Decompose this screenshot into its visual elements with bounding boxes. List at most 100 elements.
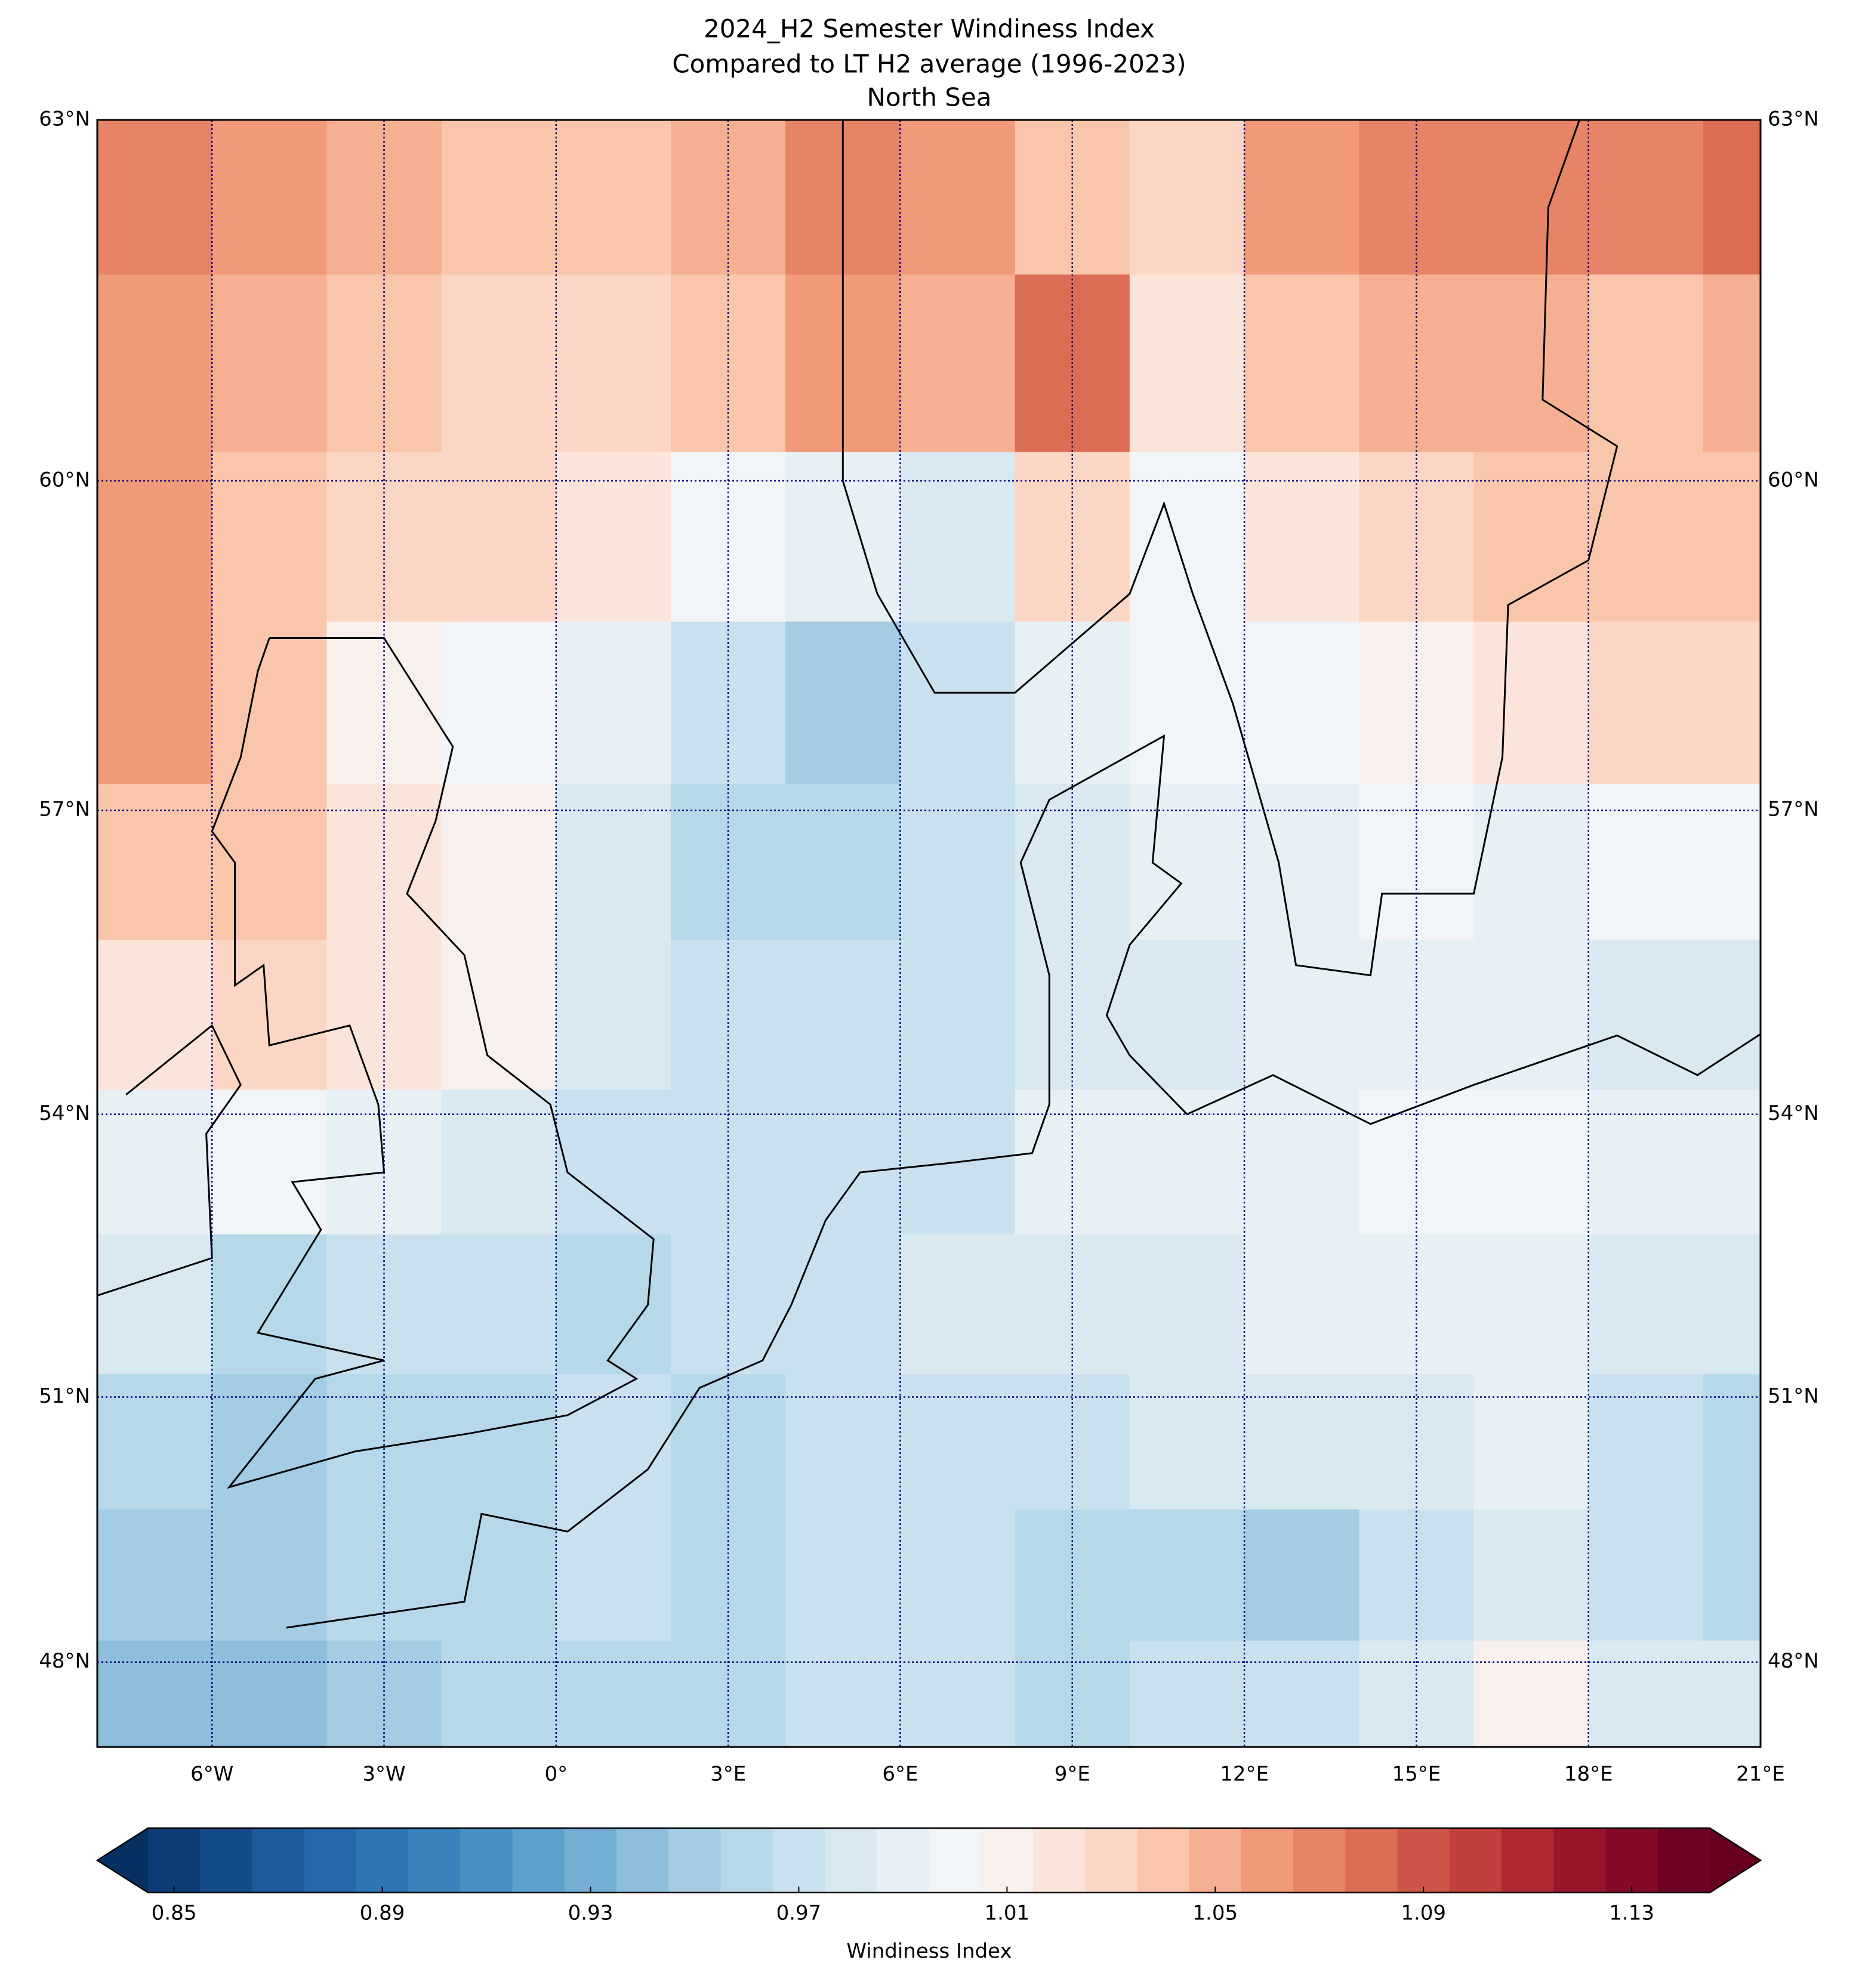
colorbar-swatch bbox=[1032, 1828, 1086, 1893]
lat-label-right: 60°N bbox=[1768, 468, 1819, 492]
field-cell bbox=[1129, 1234, 1245, 1375]
colorbar-swatch bbox=[1397, 1828, 1450, 1893]
field-cell bbox=[1703, 1640, 1761, 1747]
colorbar-swatch bbox=[877, 1828, 930, 1893]
field-cell bbox=[1129, 940, 1245, 1091]
field-cell bbox=[1473, 274, 1589, 453]
field-cell bbox=[441, 1089, 557, 1235]
field-cell bbox=[441, 1509, 557, 1641]
coastline bbox=[97, 1024, 242, 1296]
field-cell bbox=[785, 783, 901, 940]
field-cell bbox=[556, 452, 671, 622]
lat-label-left: 57°N bbox=[39, 798, 90, 822]
field-cell bbox=[1244, 1374, 1360, 1510]
field-cell bbox=[1015, 621, 1130, 785]
field-cell bbox=[1588, 1374, 1704, 1510]
colorbar-swatch bbox=[1241, 1828, 1294, 1893]
field-cell bbox=[1244, 274, 1360, 453]
colorbar-swatch bbox=[1553, 1828, 1607, 1893]
colorbar-tick-label: 1.13 bbox=[1609, 1901, 1654, 1925]
colorbar-swatch bbox=[1345, 1828, 1398, 1893]
field-cell bbox=[556, 120, 671, 275]
field-cell bbox=[785, 621, 901, 785]
field-cell bbox=[1359, 1089, 1475, 1235]
field-cell bbox=[1473, 1509, 1589, 1641]
colorbar-swatch bbox=[668, 1828, 722, 1893]
colorbar-tick-label: 0.85 bbox=[152, 1901, 197, 1925]
coastline bbox=[286, 734, 1761, 1629]
colorbar-swatch bbox=[1189, 1828, 1242, 1893]
field-cell bbox=[441, 621, 557, 785]
lat-label-right: 54°N bbox=[1768, 1101, 1819, 1125]
field-cell bbox=[900, 1509, 1016, 1641]
field-cell bbox=[556, 940, 671, 1091]
colorbar-swatch bbox=[252, 1828, 305, 1893]
field-cell bbox=[1244, 940, 1360, 1091]
field-cell bbox=[900, 452, 1016, 622]
field-cell bbox=[900, 1640, 1016, 1747]
lat-label-left: 51°N bbox=[39, 1384, 90, 1408]
field-cell bbox=[1588, 1509, 1704, 1641]
field-cell bbox=[1129, 783, 1245, 940]
field-cell bbox=[1473, 1234, 1589, 1375]
coastlines bbox=[97, 120, 1761, 1629]
lon-label: 6°E bbox=[882, 1762, 918, 1786]
colorbar-swatch bbox=[772, 1828, 825, 1893]
field-cell bbox=[212, 452, 328, 622]
colorbar-swatch bbox=[1085, 1828, 1138, 1893]
field-cell bbox=[1473, 621, 1589, 785]
field-cell bbox=[1359, 1509, 1475, 1641]
field-cell bbox=[900, 783, 1016, 940]
field-cell bbox=[900, 1234, 1016, 1375]
field-cell bbox=[1015, 1234, 1130, 1375]
field-cell bbox=[212, 274, 328, 453]
colorbar-tick-label: 0.97 bbox=[776, 1901, 822, 1925]
colorbar-over bbox=[1710, 1828, 1761, 1893]
field-cell bbox=[556, 1089, 671, 1235]
colorbar-swatch bbox=[720, 1828, 773, 1893]
field-cell bbox=[1244, 1509, 1360, 1641]
field-cell bbox=[1244, 1640, 1360, 1747]
colorbar-swatch bbox=[1449, 1828, 1502, 1893]
lon-label: 3°W bbox=[362, 1762, 405, 1786]
field-cell bbox=[1703, 274, 1761, 453]
colorbar-swatch bbox=[1293, 1828, 1346, 1893]
field-cell bbox=[1244, 1234, 1360, 1375]
field-cell bbox=[212, 940, 328, 1091]
axis-labels: 6°W 3°W 0° 3°E 6°E 9°E 12°E 15°E 18°E 21°E 48°N 48°… bbox=[39, 107, 1818, 1786]
colorbar-swatch bbox=[616, 1828, 670, 1893]
field-cell bbox=[97, 274, 213, 453]
field-cell bbox=[441, 1374, 557, 1510]
field-cell bbox=[1588, 1640, 1704, 1747]
field-cell bbox=[441, 452, 557, 622]
field-cell bbox=[1244, 120, 1360, 275]
lon-label: 15°E bbox=[1392, 1762, 1441, 1786]
field-cell bbox=[97, 1234, 213, 1375]
field-cell bbox=[441, 120, 557, 275]
field-cell bbox=[1244, 621, 1360, 785]
field-cell bbox=[326, 783, 442, 940]
field-cell bbox=[1359, 783, 1475, 940]
colorbar-swatch bbox=[825, 1828, 878, 1893]
field-cell bbox=[1129, 1089, 1245, 1235]
colorbar-tick-label: 1.09 bbox=[1401, 1901, 1446, 1925]
field-cell bbox=[671, 783, 787, 940]
field-cell bbox=[1473, 940, 1589, 1091]
field-cell bbox=[326, 621, 442, 785]
field-cell bbox=[1588, 274, 1704, 453]
field-cell bbox=[1015, 1509, 1130, 1641]
field-cell bbox=[97, 1374, 213, 1510]
field-cell bbox=[441, 1640, 557, 1747]
field-cell bbox=[1588, 621, 1704, 785]
field-cell bbox=[1703, 120, 1761, 275]
field-cell bbox=[97, 1509, 213, 1641]
colorbar-label: Windiness Index bbox=[846, 1940, 1012, 1964]
lat-label-left: 63°N bbox=[39, 107, 90, 131]
lat-label-left: 54°N bbox=[39, 1101, 90, 1125]
field-cell bbox=[1129, 621, 1245, 785]
field-cell bbox=[1359, 621, 1475, 785]
plot-frame bbox=[96, 119, 1762, 1748]
field-cell bbox=[97, 621, 213, 785]
field-cell bbox=[1473, 1374, 1589, 1510]
